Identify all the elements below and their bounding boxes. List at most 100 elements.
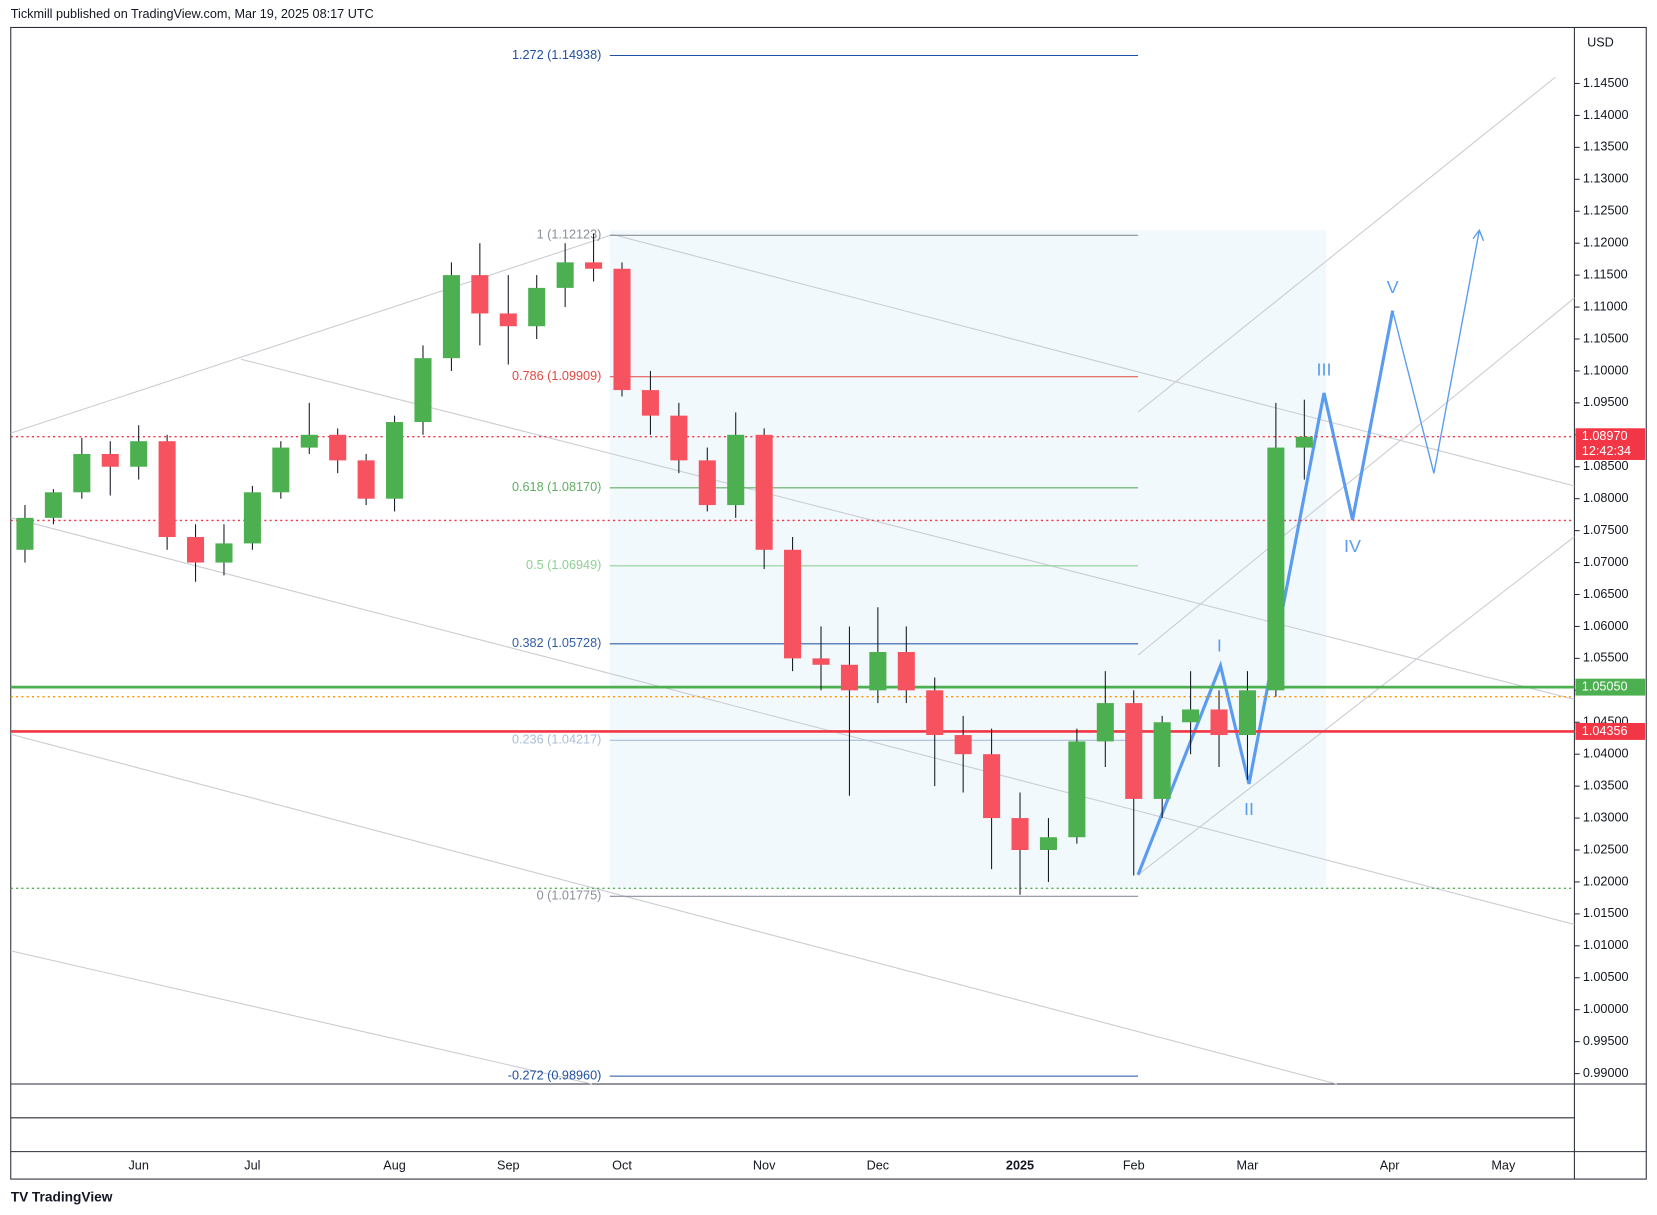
y-tick-label: 1.12000: [1583, 236, 1629, 250]
candle-body: [1125, 703, 1143, 799]
y-tick-label: 0.99500: [1583, 1034, 1629, 1048]
y-tick-label: 1.00000: [1583, 1002, 1629, 1016]
x-tick-label: Aug: [383, 1159, 406, 1173]
candle-body: [1210, 709, 1228, 736]
x-tick-label: Apr: [1380, 1159, 1400, 1173]
candle-body: [1153, 722, 1171, 799]
wave-label: IV: [1344, 536, 1361, 556]
y-tick-label: 1.11000: [1583, 299, 1628, 313]
x-tick-label: 2025: [1006, 1159, 1034, 1173]
y-tick-label: 1.03000: [1583, 810, 1629, 824]
y-tick-label: 1.01500: [1583, 906, 1629, 920]
candle-body: [727, 434, 745, 506]
y-tick-label: 1.08000: [1583, 491, 1629, 505]
candle-body: [1238, 690, 1256, 736]
wave-label: III: [1317, 360, 1332, 380]
candle-body: [215, 543, 233, 563]
y-tick-label: 1.03500: [1583, 778, 1629, 792]
candle-body: [613, 268, 631, 391]
frame: [10, 26, 1647, 1180]
y-tick-label: 1.07000: [1583, 555, 1629, 569]
candle-body: [329, 434, 347, 461]
y-tick-label: 1.09500: [1583, 395, 1629, 409]
candle-body: [869, 651, 887, 691]
candle-body: [926, 690, 944, 736]
candle-body: [272, 447, 290, 493]
candle-body: [300, 434, 318, 448]
logo-mark: TV: [11, 1190, 29, 1205]
fib-label: 0 (1.01775): [537, 889, 602, 903]
y-tick-label: 1.11500: [1583, 267, 1628, 281]
fib-zone: [609, 230, 1327, 888]
candle-body: [784, 549, 802, 659]
candle-body: [528, 287, 546, 327]
candle-body: [73, 453, 91, 493]
y-tick-label: 1.12500: [1583, 204, 1629, 218]
candle-body: [187, 537, 205, 563]
candle-body: [158, 441, 176, 538]
candle-body: [471, 275, 489, 314]
wave-label: I: [1217, 635, 1222, 655]
candle-body: [698, 460, 716, 506]
x-tick-label: Jun: [128, 1159, 148, 1173]
candle-body: [499, 313, 517, 327]
x-tick-label: Nov: [753, 1159, 776, 1173]
price-tag: [1575, 428, 1646, 460]
candle-body: [357, 460, 375, 499]
fib-label: 1 (1.12123): [537, 228, 602, 242]
y-tick-label: 1.10500: [1583, 331, 1629, 345]
candle-body: [1039, 837, 1057, 851]
candle-body: [1096, 703, 1114, 742]
y-tick-label: 1.08500: [1583, 459, 1629, 473]
y-tick-label: 1.14000: [1583, 108, 1629, 122]
candle-body: [983, 754, 1001, 819]
x-tick-label: Sep: [497, 1159, 520, 1173]
fib-label: 0.382 (1.05728): [512, 636, 601, 650]
candle-body: [101, 453, 119, 467]
fib-label: 1.272 (1.14938): [512, 48, 601, 62]
price-tag-label: 1.05050: [1582, 679, 1628, 693]
x-tick-label: Feb: [1123, 1159, 1145, 1173]
fib-label: 0.5 (1.06949): [526, 558, 601, 572]
candle-body: [556, 262, 574, 288]
x-tick-label: Jul: [244, 1159, 260, 1173]
candle-body: [585, 262, 603, 269]
fib-label: 0.236 (1.04217): [512, 733, 601, 747]
candle-body: [1011, 818, 1029, 851]
candle-body: [16, 517, 34, 550]
y-tick-label: 1.05500: [1583, 651, 1629, 665]
candle-body: [44, 492, 62, 518]
fib-label: -0.272 (0.98960): [508, 1068, 602, 1082]
candle-body: [130, 441, 148, 467]
price-tag-label: 1.08970: [1582, 429, 1628, 443]
candle-body: [1295, 436, 1313, 448]
candle-body: [641, 390, 659, 416]
candle-body: [954, 735, 972, 755]
y-tick-label: 1.06500: [1583, 587, 1629, 601]
candle-body: [897, 651, 915, 691]
candle-body: [1267, 447, 1285, 691]
fib-label: 0.618 (1.08170): [512, 480, 601, 494]
footer-logo: TradingView: [32, 1190, 113, 1205]
y-tick-label: 1.13000: [1583, 172, 1629, 186]
candle-body: [670, 415, 688, 461]
x-tick-label: Mar: [1237, 1159, 1259, 1173]
wave-label: II: [1244, 799, 1254, 819]
x-tick-label: May: [1491, 1159, 1516, 1173]
candle-body: [812, 658, 830, 665]
y-tick-label: 1.10000: [1583, 363, 1629, 377]
x-tick-label: Dec: [867, 1159, 890, 1173]
y-tick-label: 1.02500: [1583, 842, 1629, 856]
wave-label: V: [1387, 277, 1399, 297]
header: Tickmill published on TradingView.com, M…: [11, 7, 374, 21]
candle-body: [414, 358, 432, 423]
y-tick-label: 1.02000: [1583, 874, 1629, 888]
candle-body: [1068, 741, 1086, 838]
candle-body: [386, 422, 404, 499]
price-tag: [1575, 723, 1646, 740]
y-tick-label: 1.00500: [1583, 970, 1629, 984]
candle-body: [243, 492, 261, 544]
price-tag: [1575, 678, 1646, 696]
